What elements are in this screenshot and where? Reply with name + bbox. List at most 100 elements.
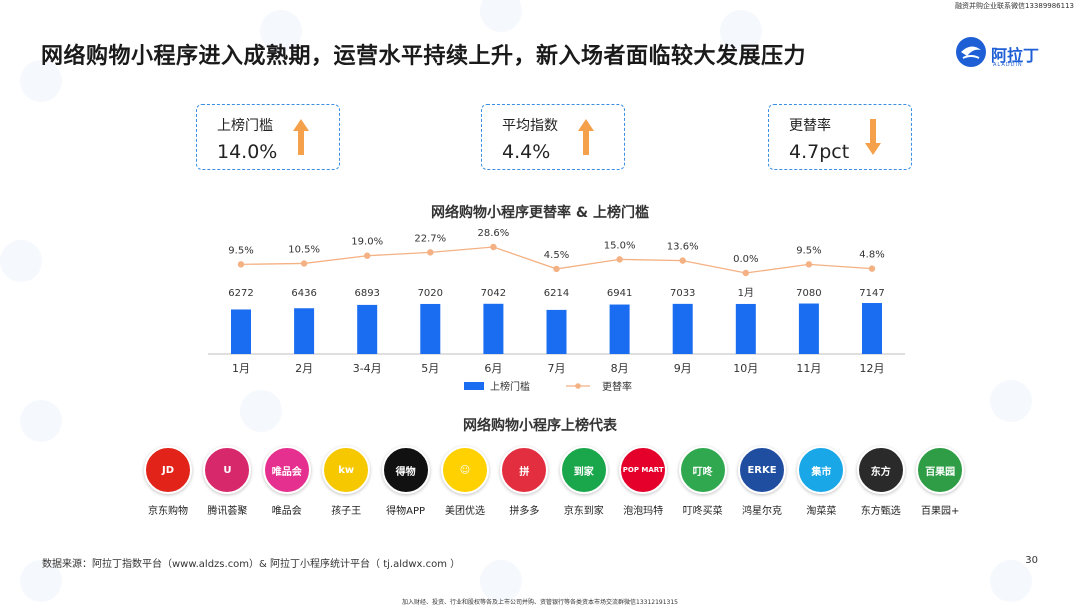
data-source: 数据来源：阿拉丁指数平台（www.aldzs.com）& 阿拉丁小程序统计平台（… — [42, 559, 461, 570]
kpi-label: 更替率 — [789, 118, 831, 134]
bar-label: 7033 — [670, 288, 695, 299]
watermark-logo — [0, 240, 42, 282]
app-name: 孩子王 — [331, 506, 362, 517]
bar-label: 6272 — [228, 288, 253, 299]
kpi-label: 上榜门槛 — [217, 118, 273, 134]
app-name: 叮咚买菜 — [682, 506, 723, 517]
bar-label: 7147 — [859, 288, 884, 299]
kpi-value: 4.4% — [502, 141, 551, 163]
legend-swatch-threshold — [464, 382, 484, 390]
watermark-logo — [480, 560, 522, 602]
app-item: 到家 京东到家 — [553, 446, 615, 517]
x-tick-label: 1月 — [232, 362, 250, 375]
app-name: 京东到家 — [563, 506, 604, 517]
bar-threshold — [862, 303, 882, 354]
point-turnover — [553, 265, 560, 273]
point-label: 4.8% — [859, 250, 884, 261]
watermark-logo — [20, 560, 62, 602]
point-label: 19.0% — [351, 237, 383, 248]
watermark-logo — [240, 390, 282, 432]
arrow-down-icon — [865, 119, 881, 155]
app-item: 集市 淘菜菜 — [790, 446, 852, 517]
point-turnover — [300, 260, 308, 267]
app-name: 京东购物 — [148, 506, 188, 517]
watermark-logo — [720, 10, 762, 52]
app-name: 淘菜菜 — [806, 506, 837, 517]
x-tick-label: 5月 — [421, 362, 439, 375]
bar-label: 6941 — [607, 288, 632, 299]
app-logo-icon: 集市 — [797, 446, 846, 494]
legend-label-turnover: 更替率 — [602, 380, 632, 393]
arrow-up-icon — [293, 119, 309, 155]
point-turnover — [490, 243, 497, 251]
watermark-logo — [990, 560, 1032, 602]
bar-label: 7020 — [418, 288, 443, 299]
point-label: 9.5% — [228, 245, 253, 256]
bar-threshold — [735, 303, 756, 354]
app-logo-icon: 叮咚 — [678, 446, 727, 494]
bar-label: 7042 — [481, 288, 506, 299]
bar-label: 6893 — [354, 288, 379, 299]
app-item: 得物 得物APP — [375, 446, 437, 517]
app-logo-icon: 唯品会 — [262, 446, 311, 494]
point-turnover — [868, 265, 876, 272]
app-logo-icon: POP MART — [619, 446, 668, 494]
app-item: ☺ 美团优选 — [434, 446, 496, 517]
point-label: 22.7% — [414, 233, 446, 244]
app-name: 腾讯荟聚 — [207, 506, 248, 517]
bottom-contact-note: 加入财经、投资、行业和股权等各及上市公司并购、资管银行等各类资本市场交流群微信1… — [402, 599, 678, 606]
kpi-card-threshold: 上榜门槛 14.0% — [196, 104, 340, 170]
point-turnover — [427, 249, 434, 256]
x-tick-label: 12月 — [860, 362, 885, 375]
app-item: 东方 东方甄选 — [850, 446, 912, 517]
kpi-label: 平均指数 — [502, 118, 558, 134]
page-number: 30 — [1025, 555, 1038, 566]
top-contact-note: 融资并购企业联系微信13389986113 — [955, 2, 1074, 10]
point-label: 15.0% — [604, 240, 636, 251]
point-label: 13.6% — [667, 242, 699, 253]
watermark-logo — [20, 400, 62, 442]
app-item: 拼拼多多 — [493, 446, 555, 517]
point-turnover — [237, 261, 245, 268]
x-tick-label: 9月 — [674, 362, 692, 375]
app-logo-icon: kw — [322, 446, 371, 494]
app-logo-icon: 到家 — [559, 446, 608, 494]
point-turnover — [364, 252, 371, 259]
bar-threshold — [420, 303, 441, 354]
app-logo-icon: 东方 — [856, 446, 905, 494]
app-name: 鸿星尔克 — [742, 506, 782, 517]
app-name: 东方甄选 — [860, 506, 901, 517]
app-logo-icon: JD — [144, 446, 192, 494]
app-logo-icon: ☺ — [441, 446, 489, 494]
bar-label: 7080 — [796, 288, 821, 299]
watermark-logo — [990, 380, 1032, 422]
app-name: 拼多多 — [509, 506, 540, 517]
app-name: 百果园+ — [920, 506, 960, 517]
app-name: 泡泡玛特 — [623, 506, 664, 517]
representatives-title: 网络购物小程序上榜代表 — [463, 418, 617, 434]
point-label: 28.6% — [478, 228, 510, 239]
app-item: U 腾讯荟聚 — [196, 446, 258, 517]
bar-threshold — [609, 304, 630, 354]
arrow-up-icon — [578, 119, 594, 155]
chart-title: 网络购物小程序更替率 & 上榜门槛 — [431, 205, 649, 221]
x-tick-label: 8月 — [611, 362, 629, 375]
point-turnover — [805, 261, 813, 268]
x-tick-label: 10月 — [733, 362, 758, 375]
app-logo-icon: 拼 — [500, 446, 549, 494]
app-logo-icon: 百果园 — [916, 446, 965, 494]
bar-threshold — [483, 303, 504, 354]
x-tick-label: 2月 — [295, 362, 313, 375]
logo-subtext: ALADDIN — [993, 62, 1023, 68]
point-turnover — [742, 269, 749, 277]
watermark-logo — [260, 10, 302, 52]
app-name: 得物APP — [386, 506, 426, 517]
kpi-card-avg-index: 平均指数 4.4% — [481, 104, 625, 170]
bar-threshold — [294, 308, 315, 354]
point-label: 4.5% — [544, 250, 569, 261]
bar-label: 6436 — [291, 288, 316, 299]
kpi-value: 14.0% — [217, 141, 278, 163]
point-turnover — [679, 257, 686, 264]
bar-label: 1月 — [738, 287, 754, 299]
x-tick-label: 11月 — [796, 362, 821, 375]
